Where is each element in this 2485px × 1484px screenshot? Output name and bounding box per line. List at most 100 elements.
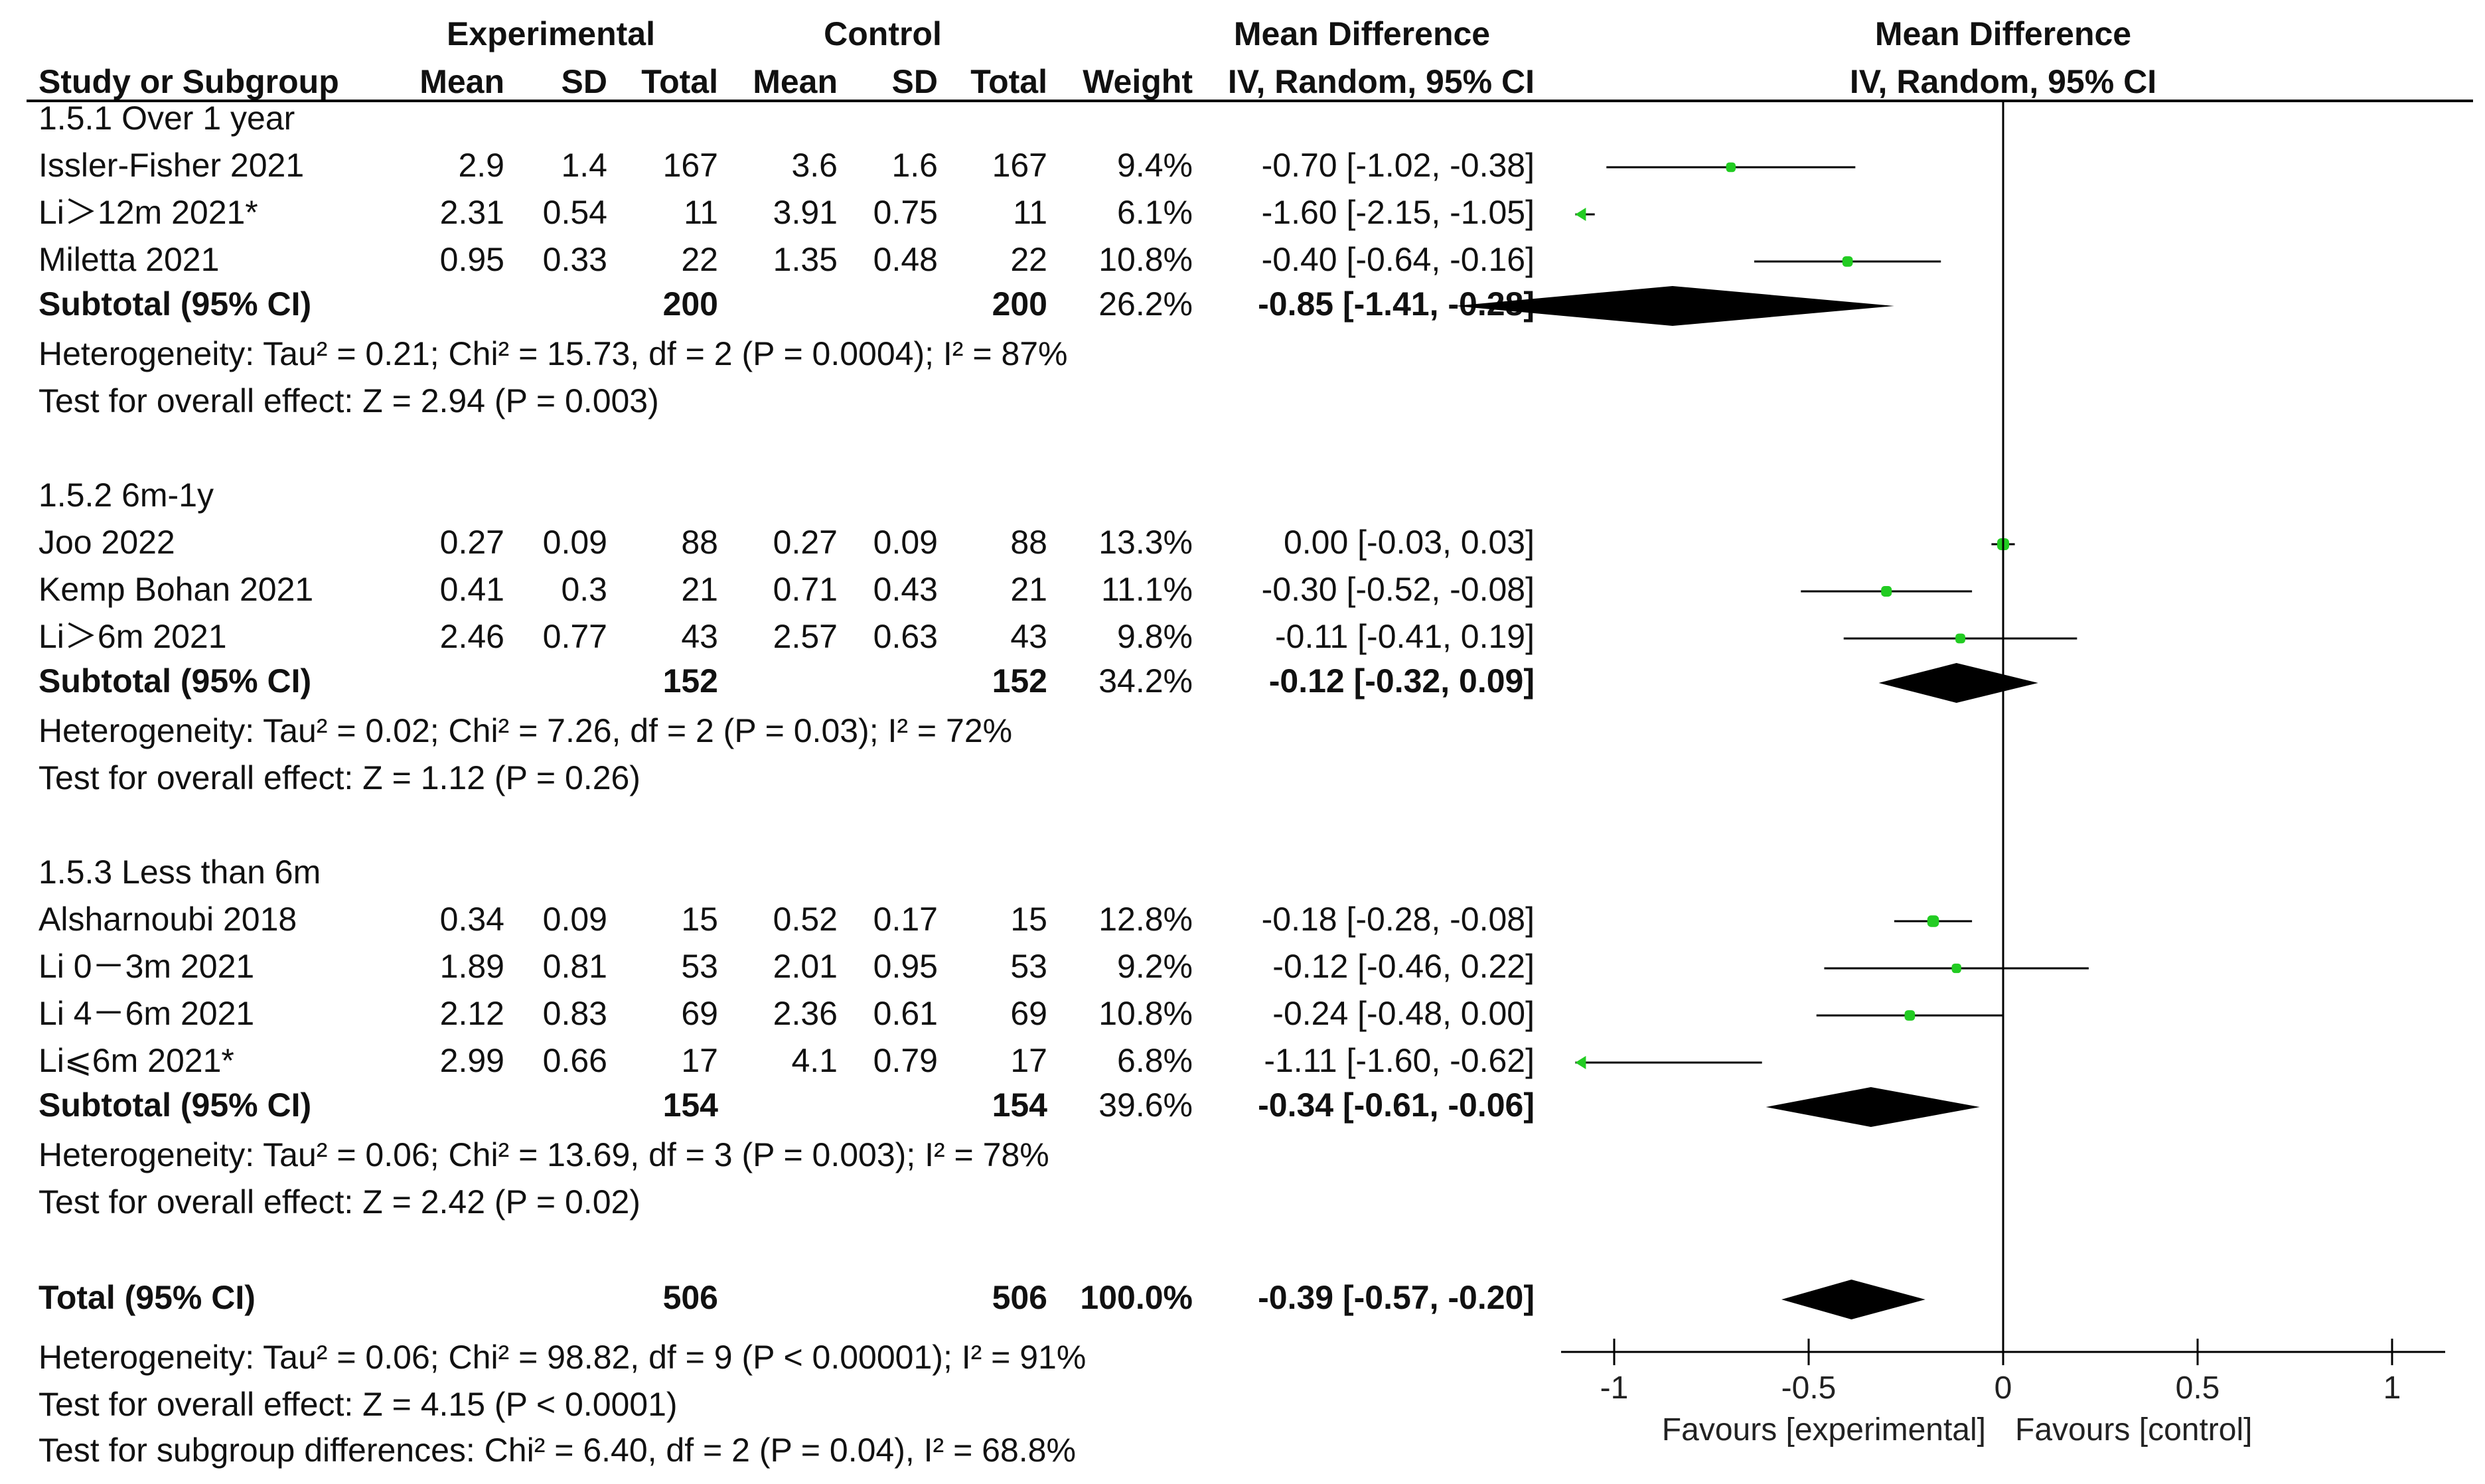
header-control: Control [824, 15, 942, 52]
study-3-1-point [1927, 915, 1939, 927]
study-3-3-ctrl-total: 69 [1010, 995, 1047, 1032]
study-2-3-exp-mean: 2.46 [440, 618, 504, 655]
subtotal-weight: 39.6% [1098, 1086, 1193, 1124]
study-3-3-ctrl-mean: 2.36 [773, 995, 838, 1032]
study-1-1-ctrl-total: 167 [992, 147, 1047, 184]
header-ctrl-mean: Mean [753, 63, 838, 100]
study-1-3-name: Miletta 2021 [38, 241, 219, 278]
study-3-4-ctrl-sd: 0.79 [873, 1042, 938, 1079]
study-3-1-ctrl-total: 15 [1010, 901, 1047, 938]
study-2-1-exp-total: 88 [681, 524, 718, 561]
study-2-1-ctrl-mean: 0.27 [773, 524, 838, 561]
study-2-2-ctrl-sd: 0.43 [873, 571, 938, 608]
total-heterogeneity: Heterogeneity: Tau² = 0.06; Chi² = 98.82… [38, 1339, 1086, 1376]
study-2-1-exp-sd: 0.09 [543, 524, 607, 561]
subtotal-exp-total: 152 [663, 662, 718, 700]
study-3-1-ctrl-mean: 0.52 [773, 901, 838, 938]
study-1-3-ctrl-total: 22 [1010, 241, 1047, 278]
total-diamond [1781, 1280, 1925, 1319]
study-1-2-ctrl-mean: 3.91 [773, 194, 838, 231]
study-1-3-point [1842, 256, 1853, 267]
study-3-1-exp-sd: 0.09 [543, 901, 607, 938]
study-1-3-ctrl-mean: 1.35 [773, 241, 838, 278]
study-3-3-point [1904, 1010, 1916, 1021]
subtotal-label: Subtotal (95% CI) [38, 1086, 311, 1124]
study-1-2-name: Li＞12m 2021* [38, 194, 258, 231]
study-3-1-exp-total: 15 [681, 901, 718, 938]
study-2-1-name: Joo 2022 [38, 524, 175, 561]
study-1-2-ctrl-sd: 0.75 [873, 194, 938, 231]
study-1-1-exp-total: 167 [663, 147, 718, 184]
study-2-2-exp-sd: 0.3 [561, 571, 607, 608]
study-2-2-point [1881, 586, 1892, 597]
study-3-4-ctrl-total: 17 [1010, 1042, 1047, 1079]
study-3-2-exp-total: 53 [681, 948, 718, 985]
favours-experimental-label: Favours [experimental] [1662, 1412, 1986, 1447]
study-3-4-exp-total: 17 [681, 1042, 718, 1079]
study-2-1-weight: 13.3% [1098, 524, 1193, 561]
study-3-2-ctrl-sd: 0.95 [873, 948, 938, 985]
subtotal-weight: 34.2% [1098, 662, 1193, 700]
subtotal-3-diamond [1766, 1087, 1980, 1127]
study-1-2-exp-total: 11 [684, 194, 718, 231]
study-3-1-weight: 12.8% [1098, 901, 1193, 938]
total-ci-text: -0.39 [-0.57, -0.20] [1258, 1279, 1535, 1316]
study-1-3-ci-text: -0.40 [-0.64, -0.16] [1262, 241, 1535, 278]
study-3-3-exp-sd: 0.83 [543, 995, 607, 1032]
subtotal-2-diamond [1878, 663, 2038, 703]
study-2-2-ctrl-total: 21 [1010, 571, 1047, 608]
study-2-3-name: Li＞6m 2021 [38, 618, 227, 655]
study-3-3-ctrl-sd: 0.61 [873, 995, 938, 1032]
study-1-2-weight: 6.1% [1117, 194, 1193, 231]
study-2-3-ctrl-sd: 0.63 [873, 618, 938, 655]
study-2-2-exp-total: 21 [681, 571, 718, 608]
study-3-4-exp-mean: 2.99 [440, 1042, 504, 1079]
study-1-3-exp-sd: 0.33 [543, 241, 607, 278]
study-2-1-ctrl-sd: 0.09 [873, 524, 938, 561]
study-2-3-exp-sd: 0.77 [543, 618, 607, 655]
study-3-3-exp-total: 69 [681, 995, 718, 1032]
study-3-4-exp-sd: 0.66 [543, 1042, 607, 1079]
header-ctrl-total: Total [970, 63, 1047, 100]
study-3-4-ci-text: -1.11 [-1.60, -0.62] [1264, 1042, 1535, 1079]
total-label: Total (95% CI) [38, 1279, 256, 1316]
study-2-1-ci-text: 0.00 [-0.03, 0.03] [1284, 524, 1535, 561]
subtotal-weight: 26.2% [1098, 285, 1193, 323]
study-2-2-name: Kemp Bohan 2021 [38, 571, 313, 608]
subgroup-overall-effect: Test for overall effect: Z = 2.94 (P = 0… [38, 382, 659, 419]
study-3-1-exp-mean: 0.34 [440, 901, 504, 938]
subtotal-ctrl-total: 154 [992, 1086, 1048, 1124]
study-2-1-ctrl-total: 88 [1010, 524, 1047, 561]
study-1-2-ctrl-total: 11 [1013, 194, 1047, 231]
study-2-3-weight: 9.8% [1117, 618, 1193, 655]
study-1-3-exp-total: 22 [681, 241, 718, 278]
study-1-3-ctrl-sd: 0.48 [873, 241, 938, 278]
study-3-1-ci-text: -0.18 [-0.28, -0.08] [1262, 901, 1535, 938]
header-plot-ci: IV, Random, 95% CI [1850, 63, 2156, 100]
study-3-3-name: Li 4－6m 2021 [38, 995, 254, 1032]
study-3-4-ctrl-mean: 4.1 [791, 1042, 838, 1079]
study-1-1-ci-text: -0.70 [-1.02, -0.38] [1262, 147, 1535, 184]
subtotal-label: Subtotal (95% CI) [38, 662, 311, 700]
subgroup-heterogeneity: Heterogeneity: Tau² = 0.21; Chi² = 15.73… [38, 335, 1068, 372]
subtotal-label: Subtotal (95% CI) [38, 285, 311, 323]
study-3-4-name: Li⩽6m 2021* [38, 1042, 234, 1079]
header-weight: Weight [1083, 63, 1193, 100]
study-2-2-ctrl-mean: 0.71 [773, 571, 838, 608]
total-weight: 100.0% [1080, 1279, 1193, 1316]
total-overall-effect: Test for overall effect: Z = 4.15 (P < 0… [38, 1386, 678, 1423]
subgroup-overall-effect: Test for overall effect: Z = 2.42 (P = 0… [38, 1183, 640, 1221]
study-1-1-weight: 9.4% [1117, 147, 1193, 184]
header-mean-difference: Mean Difference [1234, 15, 1490, 52]
study-3-4-ci-arrowhead [1575, 1056, 1586, 1069]
study-3-2-ctrl-total: 53 [1010, 948, 1047, 985]
study-1-2-ci-text: -1.60 [-2.15, -1.05] [1262, 194, 1535, 231]
subgroup-differences: Test for subgroup differences: Chi² = 6.… [38, 1432, 1076, 1469]
total-exp-total: 506 [663, 1279, 718, 1316]
subtotal-ci-text: -0.12 [-0.32, 0.09] [1269, 662, 1535, 700]
study-3-1-ctrl-sd: 0.17 [873, 901, 938, 938]
study-1-1-ctrl-sd: 1.6 [891, 147, 938, 184]
total-ctrl-total: 506 [992, 1279, 1047, 1316]
study-1-1-exp-mean: 2.9 [458, 147, 504, 184]
